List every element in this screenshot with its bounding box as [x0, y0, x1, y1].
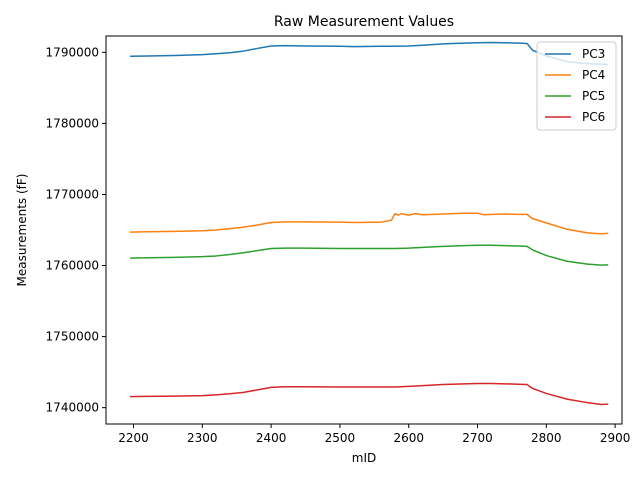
plot-area: [130, 41, 609, 406]
y-axis-label: Measurements (fF): [15, 174, 29, 287]
x-tick-label: 2400: [256, 431, 287, 445]
x-tick-label: 2500: [325, 431, 356, 445]
series-line-pc3: [130, 41, 609, 66]
plot-frame: [105, 35, 623, 425]
x-axis: 2200 2300 2400 2500 2600 2700 2800 2900: [118, 424, 630, 445]
x-tick-label: 2900: [600, 431, 631, 445]
x-tick-label: 2600: [393, 431, 424, 445]
series-line-pc6: [130, 382, 609, 406]
series-line-pc4: [130, 212, 609, 235]
x-tick-label: 2700: [462, 431, 493, 445]
x-tick-label: 2300: [187, 431, 218, 445]
x-axis-label: mID: [352, 451, 376, 465]
y-axis: 1740000 1750000 1760000 1770000 1780000 17900…: [46, 45, 106, 415]
y-tick-label: 1760000: [46, 259, 99, 273]
y-tick-label: 1780000: [46, 116, 99, 130]
legend: PC3 PC4 PC5 PC6: [536, 41, 617, 131]
chart-title: Raw Measurement Values: [274, 14, 454, 30]
legend-label: PC3: [582, 47, 605, 61]
legend-box: [536, 41, 617, 131]
series-line-pc5: [130, 244, 609, 266]
legend-label: PC5: [582, 89, 605, 103]
y-tick-label: 1790000: [46, 45, 99, 59]
x-tick-label: 2200: [118, 431, 149, 445]
legend-label: PC4: [582, 68, 605, 82]
x-tick-label: 2800: [531, 431, 562, 445]
y-tick-label: 1770000: [46, 187, 99, 201]
legend-label: PC6: [582, 110, 605, 124]
y-tick-label: 1750000: [46, 330, 99, 344]
y-tick-label: 1740000: [46, 401, 99, 415]
